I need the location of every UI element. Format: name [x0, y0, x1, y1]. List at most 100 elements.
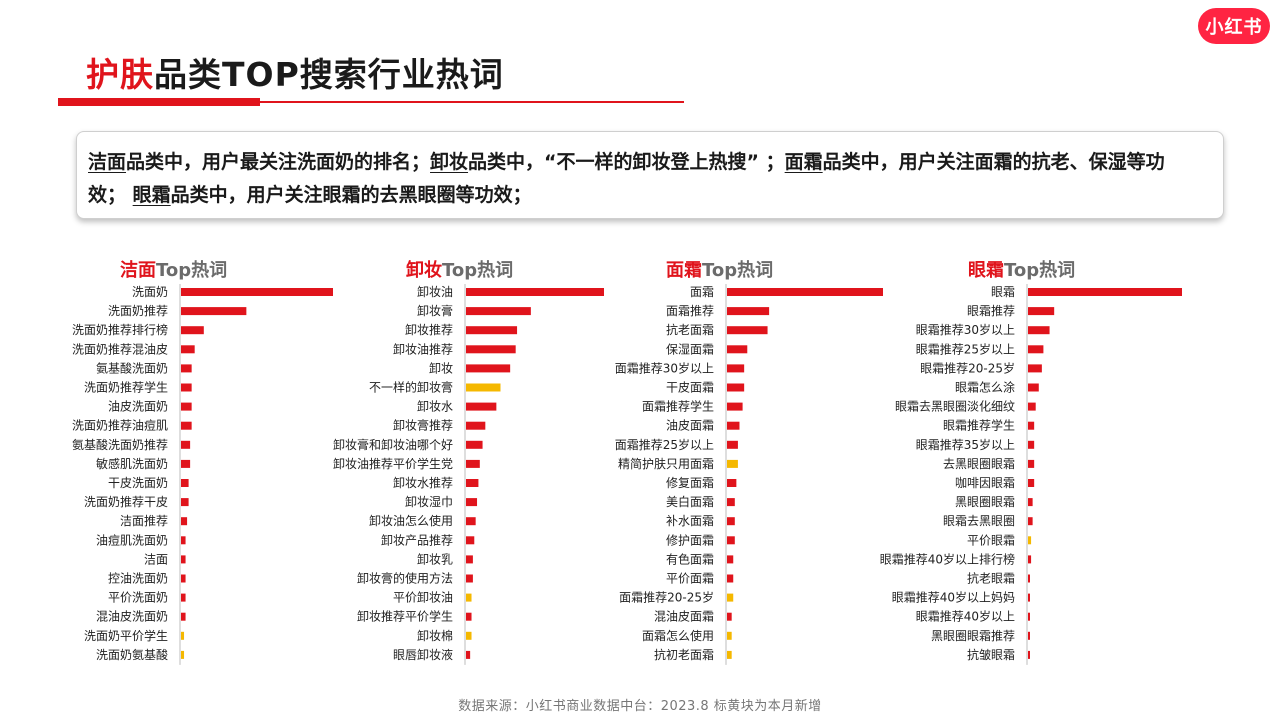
bar — [181, 459, 191, 468]
bar — [727, 383, 745, 392]
category-label: 眼霜推荐学生 — [943, 418, 1015, 433]
summary-text-face-cream: 品类中，用户关注面霜的抗老、保湿等功效； — [88, 151, 1165, 206]
category-label: 洗面奶推荐排行榜 — [72, 322, 168, 337]
xiaohongshu-logo: 小红书 — [1198, 8, 1270, 44]
bar — [1028, 383, 1039, 392]
category-label: 洁面推荐 — [120, 514, 168, 528]
category-label: 油皮洗面奶 — [108, 400, 168, 414]
category-label: 眼霜怎么涂 — [955, 380, 1015, 395]
chart-title-rest: Top热词 — [702, 260, 774, 281]
category-label: 修护面霜 — [666, 532, 714, 547]
summary-text-eye-cream: 品类中，用户关注眼霜的去黑眼圈等功效； — [170, 184, 532, 206]
bar — [727, 498, 735, 507]
bar — [1028, 440, 1035, 449]
category-label: 眼霜 — [991, 285, 1015, 299]
category-label: 美白面霜 — [666, 494, 714, 509]
bar — [727, 574, 734, 583]
category-label: 卸妆推荐 — [405, 322, 453, 337]
category-label: 眼唇卸妆液 — [393, 647, 453, 662]
category-label: 面霜怎么使用 — [642, 628, 714, 643]
category-label: 抗初老面霜 — [654, 647, 714, 662]
category-label: 洗面奶推荐 — [108, 304, 168, 318]
bar — [466, 440, 483, 449]
bar — [466, 288, 604, 296]
bar — [466, 536, 475, 545]
bar — [1028, 650, 1030, 659]
bar — [466, 555, 473, 564]
bar — [181, 364, 192, 373]
chart-title: 洁面Top热词 — [120, 256, 227, 282]
bar — [181, 345, 195, 354]
category-label: 修复面霜 — [666, 475, 714, 490]
category-label: 卸妆水 — [417, 399, 453, 414]
bar — [466, 479, 479, 487]
category-label: 卸妆油 — [417, 284, 453, 299]
bar — [727, 555, 734, 564]
page-title-highlight: 护肤 — [86, 55, 154, 94]
category-label: 控油洗面奶 — [108, 572, 168, 586]
bar — [1028, 364, 1042, 373]
category-label: 抗皱眼霜 — [967, 647, 1015, 662]
bar — [181, 307, 247, 316]
category-label: 眼霜推荐40岁以上排行榜 — [880, 551, 1015, 566]
bar — [727, 517, 735, 526]
category-label: 卸妆水推荐 — [393, 475, 453, 490]
bar — [181, 402, 192, 411]
bar — [727, 307, 770, 316]
category-label: 不一样的卸妆膏 — [369, 380, 453, 395]
category-label: 洁面 — [144, 552, 168, 566]
bar — [727, 459, 738, 468]
bar — [1028, 631, 1030, 640]
bar — [1028, 555, 1032, 564]
bar — [727, 536, 735, 545]
bar — [181, 498, 189, 507]
bar — [466, 631, 472, 640]
category-label: 干皮洗面奶 — [108, 476, 168, 490]
bar — [1028, 345, 1044, 354]
chart-title: 眼霜Top热词 — [968, 256, 1075, 282]
category-label: 平价眼霜 — [967, 533, 1015, 547]
bar — [181, 555, 186, 564]
bar — [1028, 574, 1030, 583]
chart-title-highlight: 面霜 — [666, 260, 702, 281]
category-label: 洗面奶推荐学生 — [84, 380, 168, 395]
category-label: 精简护肤只用面霜 — [618, 456, 714, 471]
category-label: 咖啡因眼霜 — [955, 475, 1015, 490]
bar-chart-eye-cream: 眼霜眼霜推荐眼霜推荐30岁以上眼霜推荐25岁以上眼霜推荐20-25岁眼霜怎么涂眼… — [880, 284, 1182, 665]
chart-title-rest: Top热词 — [442, 260, 514, 281]
bar — [466, 345, 516, 354]
category-label: 眼霜推荐25岁以上 — [916, 341, 1015, 356]
category-label: 敏感肌洗面奶 — [96, 456, 168, 471]
category-label: 洗面奶推荐干皮 — [84, 495, 168, 509]
category-label: 卸妆膏的使用方法 — [357, 571, 453, 586]
bar — [727, 479, 737, 487]
bar — [1028, 326, 1050, 335]
category-label: 卸妆棉 — [417, 628, 453, 643]
category-label: 面霜推荐25岁以上 — [615, 437, 714, 452]
bar — [727, 440, 738, 449]
bar — [1028, 517, 1033, 526]
category-label: 平价洗面奶 — [108, 591, 168, 605]
category-label: 洗面奶氨基酸 — [96, 647, 168, 662]
category-label: 平价卸妆油 — [393, 590, 453, 605]
bar — [727, 631, 732, 640]
category-label: 抗老面霜 — [666, 322, 714, 337]
category-label: 面霜推荐 — [666, 304, 714, 318]
category-label: 洗面奶平价学生 — [84, 628, 168, 643]
bar — [727, 593, 734, 602]
chart-title: 卸妆Top热词 — [406, 256, 513, 282]
category-label: 黑眼圈眼霜推荐 — [931, 629, 1015, 643]
bar — [181, 517, 188, 526]
category-label: 眼霜推荐40岁以上妈妈 — [892, 590, 1015, 605]
bar — [466, 593, 472, 602]
bar — [466, 517, 476, 526]
bar — [727, 364, 745, 373]
bar-chart-cleanser: 洗面奶洗面奶推荐洗面奶推荐排行榜洗面奶推荐混油皮氨基酸洗面奶洗面奶推荐学生油皮洗… — [72, 284, 333, 665]
bar — [181, 650, 185, 659]
bar — [1028, 421, 1035, 430]
summary-term-makeup-remover: 卸妆 — [430, 151, 469, 173]
bar — [466, 498, 478, 507]
category-label: 去黑眼圈眼霜 — [943, 457, 1015, 471]
chart-title-rest: Top热词 — [156, 260, 228, 281]
chart-title-rest: Top热词 — [1004, 260, 1076, 281]
